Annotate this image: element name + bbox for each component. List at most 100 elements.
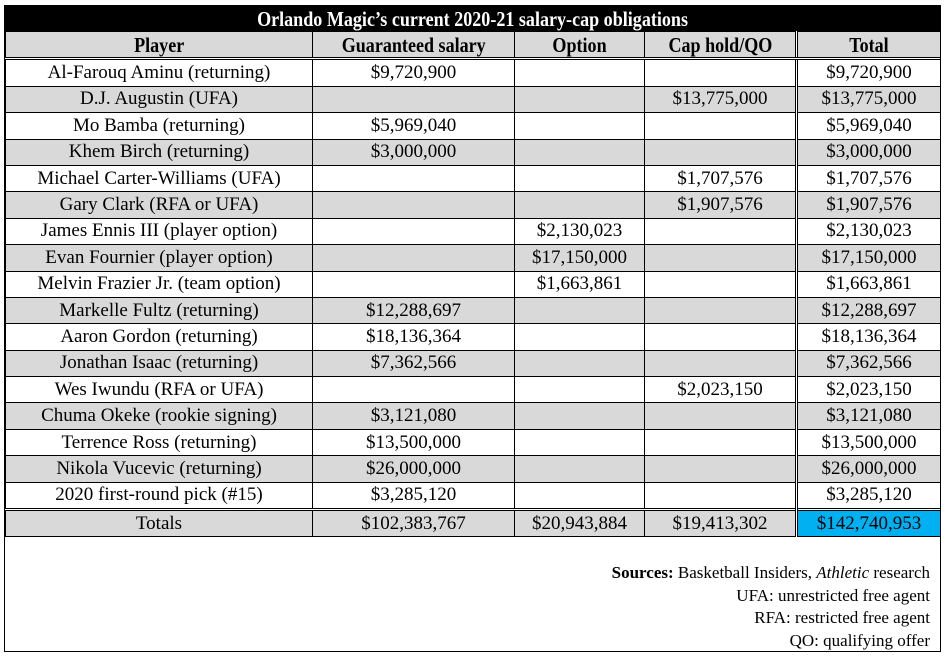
cell-player: Khem Birch (returning): [5, 138, 313, 166]
cell-cap-hold: [644, 428, 797, 457]
cell-guaranteed-salary: $3,000,000: [312, 138, 515, 166]
table-row: Wes Iwundu (RFA or UFA) $2,023,150 $2,023,…: [5, 376, 942, 404]
cell-total: $3,000,000: [794, 138, 942, 166]
cell-option: $2,130,023: [514, 217, 645, 246]
cell-cap-hold: [644, 402, 797, 430]
cell-player: Jonathan Isaac (returning): [5, 349, 313, 378]
cell-total: $13,500,000: [794, 428, 942, 457]
cell-cap-hold: [644, 481, 797, 511]
cell-player: Aaron Gordon (returning): [5, 323, 313, 351]
cell-guaranteed-salary: $3,285,120: [312, 481, 515, 511]
cell-cap-hold: $13,775,000: [644, 85, 797, 114]
cell-total: $3,121,080: [794, 402, 942, 430]
cell-total: $17,150,000: [794, 244, 942, 272]
cell-cap-hold: [644, 323, 797, 351]
cell-player: D.J. Augustin (UFA): [5, 85, 313, 114]
cell-option: [514, 85, 645, 114]
cell-guaranteed-salary: $12,288,697: [312, 296, 515, 325]
table-row: Chuma Okeke (rookie signing) $3,121,080 $3…: [5, 402, 942, 430]
ufa-note: UFA: unrestricted free agent: [736, 585, 930, 605]
cell-option: [514, 323, 645, 351]
cell-cap-hold: [644, 112, 797, 140]
table-row: Evan Fournier (player option) $17,150,000…: [5, 244, 942, 272]
cell-cap-hold: [644, 455, 797, 483]
cell-option: $17,150,000: [514, 244, 645, 272]
cell-cap-hold: [644, 270, 797, 298]
cell-option: [514, 138, 645, 166]
table-row: James Ennis III (player option) $2,130,02…: [5, 217, 942, 246]
table-row: Gary Clark (RFA or UFA) $1,907,576 $1,907,…: [5, 191, 942, 219]
column-header-player: Player: [5, 30, 313, 61]
cell-total: $2,130,023: [794, 217, 942, 246]
table-row: 2020 first-round pick (#15) $3,285,120 $3,…: [5, 481, 942, 511]
table-row: Markelle Fultz (returning) $12,288,697 $12…: [5, 296, 942, 325]
cell-guaranteed-salary: $9,720,900: [312, 58, 515, 87]
cell-cap-hold: $2,023,150: [644, 376, 797, 404]
cell-guaranteed-salary: [312, 191, 515, 219]
column-header-cap-hold: Cap hold/QO: [644, 30, 797, 61]
cell-total: $13,775,000: [794, 85, 942, 114]
cell-option: [514, 164, 645, 193]
cell-guaranteed-salary: [312, 270, 515, 298]
table-row: Nikola Vucevic (returning) $26,000,000 $26…: [5, 455, 942, 483]
cell-cap-hold: [644, 138, 797, 166]
table-row: Al-Farouq Aminu (returning) $9,720,900 $9,…: [5, 58, 942, 87]
cell-guaranteed-salary: $3,121,080: [312, 402, 515, 430]
cell-player: Wes Iwundu (RFA or UFA): [5, 376, 313, 404]
cell-option: $1,663,861: [514, 270, 645, 298]
cell-guaranteed-salary: $7,362,566: [312, 349, 515, 378]
cell-guaranteed-salary: [312, 164, 515, 193]
cell-option: [514, 296, 645, 325]
cell-cap-hold: $1,907,576: [644, 191, 797, 219]
cell-player: Gary Clark (RFA or UFA): [5, 191, 313, 219]
table-row: D.J. Augustin (UFA) $13,775,000 $13,775,00…: [5, 85, 942, 114]
cell-total: $1,707,576: [794, 164, 942, 193]
cell-total: $7,362,566: [794, 349, 942, 378]
column-header-total: Total: [794, 30, 942, 61]
cell-guaranteed-salary: [312, 376, 515, 404]
totals-label: Totals: [5, 508, 313, 538]
table-row: Mo Bamba (returning) $5,969,040 $5,969,040: [5, 112, 942, 140]
totals-row: Totals $102,383,767 $20,943,884 $19,413,302…: [5, 508, 942, 538]
footnotes: Sources: Basketball Insiders, Athletic r…: [612, 562, 930, 652]
column-header-option: Option: [514, 30, 645, 61]
cell-option: [514, 481, 645, 511]
cell-total: $26,000,000: [794, 455, 942, 483]
cell-player: Nikola Vucevic (returning): [5, 455, 313, 483]
table-row: Khem Birch (returning) $3,000,000 $3,000,0…: [5, 138, 942, 166]
cell-cap-hold: [644, 217, 797, 246]
cell-total: $5,969,040: [794, 112, 942, 140]
cell-player: 2020 first-round pick (#15): [5, 481, 313, 511]
table-row: Aaron Gordon (returning) $18,136,364 $18,1…: [5, 323, 942, 351]
cell-guaranteed-salary: $18,136,364: [312, 323, 515, 351]
cell-player: James Ennis III (player option): [5, 217, 313, 246]
cell-cap-hold: $1,707,576: [644, 164, 797, 193]
cell-player: Al-Farouq Aminu (returning): [5, 58, 313, 87]
table-row: Jonathan Isaac (returning) $7,362,566 $7,3…: [5, 349, 942, 378]
cell-cap-hold: [644, 244, 797, 272]
cell-guaranteed-salary: [312, 85, 515, 114]
cell-option: [514, 455, 645, 483]
cell-player: Melvin Frazier Jr. (team option): [5, 270, 313, 298]
cell-total: $12,288,697: [794, 296, 942, 325]
cell-guaranteed-salary: [312, 244, 515, 272]
table-row: Michael Carter-Williams (UFA) $1,707,576 $…: [5, 164, 942, 193]
cell-total: $9,720,900: [794, 58, 942, 87]
cell-option: [514, 349, 645, 378]
cell-option: [514, 112, 645, 140]
cell-guaranteed-salary: $26,000,000: [312, 455, 515, 483]
cell-guaranteed-salary: $5,969,040: [312, 112, 515, 140]
rfa-note: RFA: restricted free agent: [754, 608, 930, 627]
total-guaranteed-salary: $102,383,767: [312, 508, 515, 538]
cell-player: Chuma Okeke (rookie signing): [5, 402, 313, 430]
cell-option: [514, 402, 645, 430]
cell-option: [514, 376, 645, 404]
table-row: Terrence Ross (returning) $13,500,000 $13,…: [5, 428, 942, 457]
cell-player: Michael Carter-Williams (UFA): [5, 164, 313, 193]
cell-player: Markelle Fultz (returning): [5, 296, 313, 325]
sources-note: Sources: Basketball Insiders, Athletic r…: [611, 563, 930, 582]
salary-cap-table-card: Orlando Magic’s current 2020-21 salary-c…: [4, 5, 942, 652]
total-cap-hold: $19,413,302: [644, 508, 797, 538]
cell-guaranteed-salary: [312, 217, 515, 246]
cell-cap-hold: [644, 58, 797, 87]
